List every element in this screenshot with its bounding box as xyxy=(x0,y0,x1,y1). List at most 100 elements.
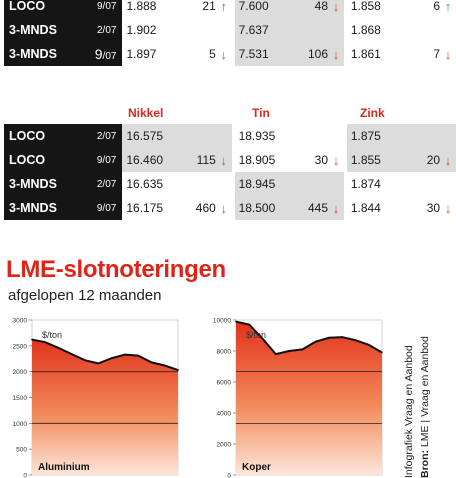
row-date-month: /07 xyxy=(103,51,117,62)
data-point xyxy=(177,369,179,371)
table-row: 3-MNDS 9/07 1.897 5 ↓ 7.531 106 ↓ 1.861 … xyxy=(4,42,456,66)
y-tick-label: 8000 xyxy=(217,349,232,356)
chart-name: Koper xyxy=(242,462,271,473)
data-point xyxy=(124,354,126,356)
arrow-down-icon: ↓ xyxy=(328,196,344,220)
price-value: 1.868 xyxy=(347,18,405,42)
y-tick-label: 1000 xyxy=(13,421,28,428)
table-row: 3-MNDS 2/07 1.902 7.637 1.868 xyxy=(4,18,456,42)
price-change: 48 xyxy=(292,0,328,18)
section-subtitle: afgelopen 12 maanden xyxy=(8,287,161,304)
price-change xyxy=(404,18,440,42)
arrow-empty xyxy=(440,124,456,148)
data-point xyxy=(381,352,383,354)
price-change xyxy=(292,124,328,148)
arrow-down-icon: ↓ xyxy=(328,148,344,172)
data-point xyxy=(111,357,113,359)
row-date: 9/07 xyxy=(88,148,122,172)
data-point xyxy=(151,362,153,364)
price-value: 18.935 xyxy=(235,124,293,148)
row-date: 2/07 xyxy=(88,172,122,196)
data-point xyxy=(302,349,304,351)
row-label: 3-MNDS xyxy=(4,172,88,196)
table-row: 3-MNDS 2/07 16.635 18.945 1.874 xyxy=(4,172,456,196)
price-value: 1.844 xyxy=(347,196,405,220)
metal-header-tin: Tin xyxy=(252,106,270,120)
price-value: 1.861 xyxy=(347,42,405,66)
row-label: 3-MNDS xyxy=(4,196,88,220)
arrow-down-icon: ↓ xyxy=(440,42,456,66)
credit-source: Bron: LME | Vraag en Aanbod xyxy=(419,336,431,478)
data-point xyxy=(315,341,317,343)
arrow-empty xyxy=(216,124,232,148)
data-point xyxy=(137,355,139,357)
data-point xyxy=(31,339,33,341)
price-value: 18.500 xyxy=(235,196,293,220)
price-change xyxy=(180,172,216,196)
credit-source-label: Bron: xyxy=(419,450,431,478)
arrow-empty xyxy=(216,18,232,42)
arrow-down-icon: ↓ xyxy=(328,0,344,18)
row-label: 3-MNDS xyxy=(4,18,89,42)
data-point xyxy=(71,353,73,355)
price-table-top: LOCO 9/07 1.888 21 ↑ 7.600 48 ↓ 1.858 6 … xyxy=(4,0,456,66)
section-title: LME-slotnoteringen xyxy=(6,256,226,284)
price-table-bottom-body: LOCO 2/07 16.575 18.935 1.875 LOCO 9/07 … xyxy=(4,124,456,220)
table-row: LOCO 2/07 16.575 18.935 1.875 xyxy=(4,124,456,148)
price-value: 1.888 xyxy=(122,0,180,18)
data-point xyxy=(355,339,357,341)
data-point xyxy=(164,365,166,367)
price-change: 460 xyxy=(180,196,216,220)
y-tick-label: 0 xyxy=(227,473,231,478)
row-label: LOCO xyxy=(4,148,88,172)
row-date: 9/07 xyxy=(88,196,122,220)
arrow-down-icon: ↓ xyxy=(440,196,456,220)
price-value: 16.635 xyxy=(122,172,180,196)
price-value: 7.531 xyxy=(235,42,293,66)
data-point xyxy=(98,363,100,365)
y-tick-label: 2000 xyxy=(13,369,28,376)
arrow-up-icon: ↑ xyxy=(440,0,456,18)
table-row: 3-MNDS 9/07 16.175 460 ↓ 18.500 445 ↓ 1.… xyxy=(4,196,456,220)
arrow-empty xyxy=(440,18,456,42)
price-value: 1.874 xyxy=(347,172,405,196)
price-change: 115 xyxy=(180,148,216,172)
price-value: 16.460 xyxy=(122,148,180,172)
price-change: 6 xyxy=(404,0,440,18)
credit-infographic: Infografiek Vraag en Aanbod xyxy=(403,345,415,478)
arrow-empty xyxy=(328,172,344,196)
y-tick-label: 2500 xyxy=(13,343,28,350)
price-change xyxy=(404,124,440,148)
data-point xyxy=(235,321,237,323)
price-value: 18.945 xyxy=(235,172,293,196)
arrow-down-icon: ↓ xyxy=(328,42,344,66)
price-change xyxy=(180,18,216,42)
price-change: 7 xyxy=(404,42,440,66)
metal-header-nikkel: Nikkel xyxy=(128,106,163,120)
price-change: 445 xyxy=(292,196,328,220)
row-label: LOCO xyxy=(4,124,88,148)
row-label: 3-MNDS xyxy=(4,42,89,66)
data-point xyxy=(84,360,86,362)
price-change: 30 xyxy=(292,148,328,172)
price-change: 21 xyxy=(180,0,216,18)
data-point xyxy=(249,324,251,326)
unit-label: $/ton xyxy=(246,330,266,340)
price-change xyxy=(292,18,328,42)
unit-label: $/ton xyxy=(42,330,62,340)
data-point xyxy=(328,337,330,339)
price-value: 16.575 xyxy=(122,124,180,148)
price-change: 106 xyxy=(292,42,328,66)
arrow-down-icon: ↓ xyxy=(216,196,232,220)
row-date: 9/07 xyxy=(89,42,123,66)
data-point xyxy=(341,336,343,338)
y-tick-label: 2000 xyxy=(217,442,232,449)
credit-source-text: LME | Vraag en Aanbod xyxy=(419,336,431,450)
row-date: 2/07 xyxy=(88,124,122,148)
price-value: 18.905 xyxy=(235,148,293,172)
arrow-up-icon: ↑ xyxy=(216,0,232,18)
